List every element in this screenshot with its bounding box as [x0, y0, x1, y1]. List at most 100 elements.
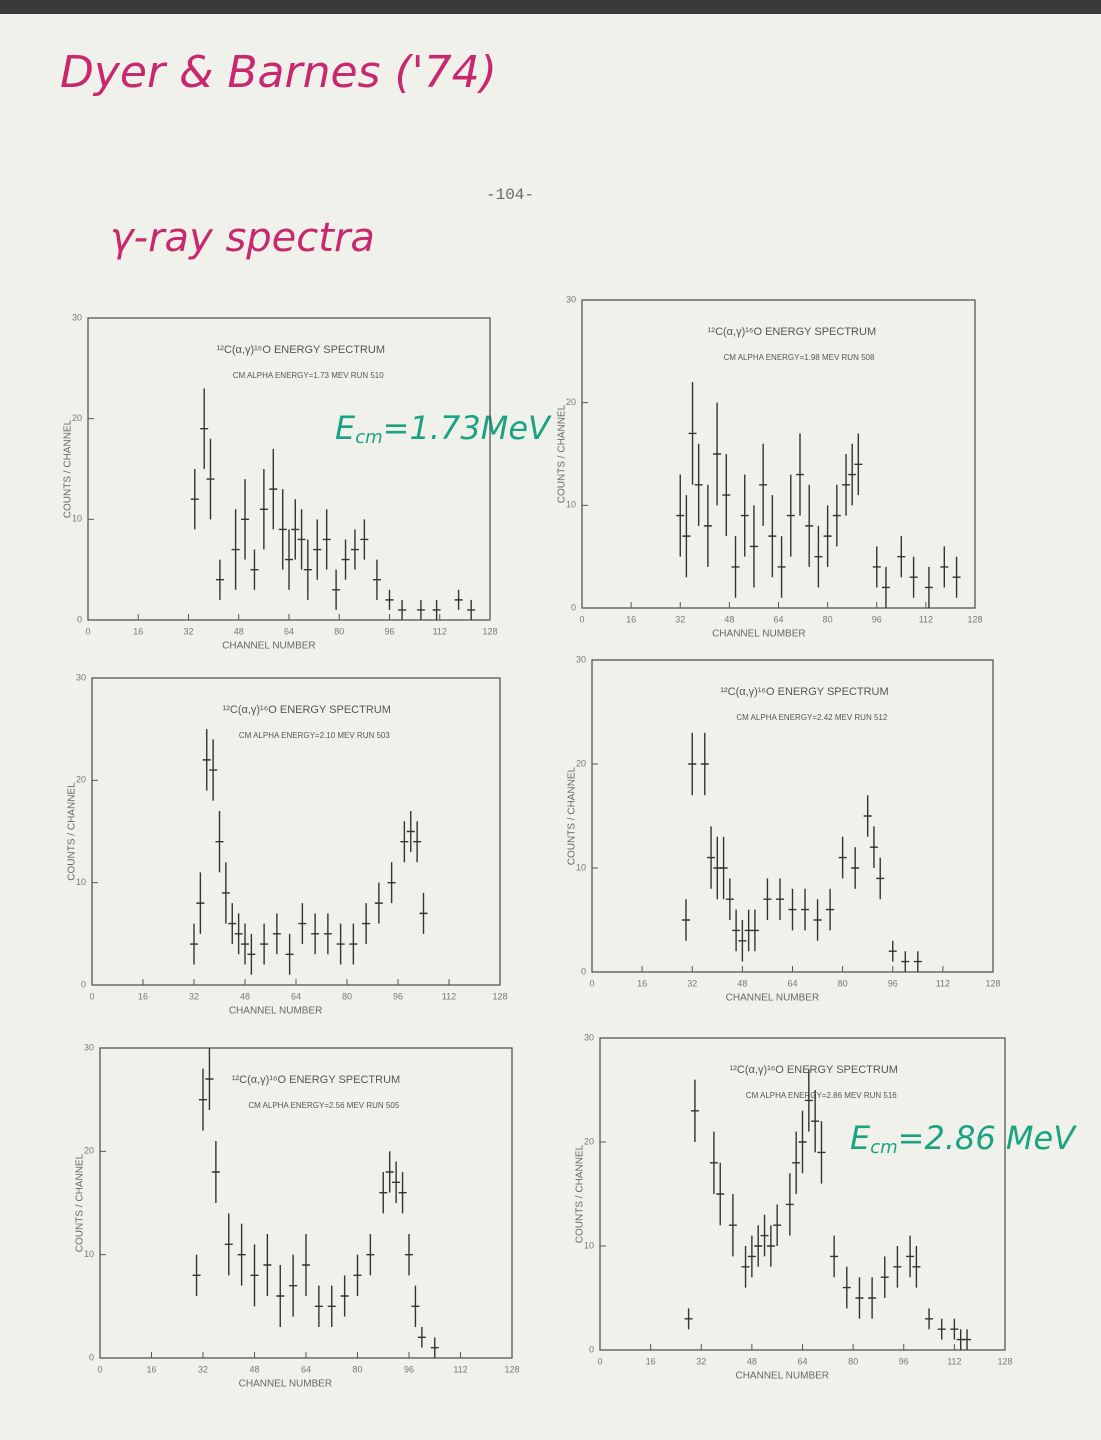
data-point: [688, 732, 697, 796]
subscript: cm: [355, 427, 382, 448]
x-tick-label: 32: [687, 978, 697, 988]
data-point: [786, 474, 795, 557]
data-point: [688, 382, 697, 485]
annotation-text: =2.86 MeV: [898, 1119, 1078, 1157]
data-point: [863, 795, 872, 837]
data-point: [732, 909, 741, 952]
y-tick-label: 20: [84, 1146, 94, 1156]
data-point: [881, 566, 890, 608]
data-point: [747, 1235, 756, 1278]
data-point: [237, 1223, 246, 1286]
panel-title: ¹²C(α,γ)¹⁶O ENERGY SPECTRUM: [730, 1064, 898, 1076]
y-tick-label: 10: [576, 862, 586, 872]
data-point: [336, 923, 345, 965]
data-point: [798, 1110, 807, 1174]
data-point: [823, 505, 832, 567]
y-axis-label: COUNTS / CHANNEL: [63, 419, 74, 518]
data-point: [311, 913, 320, 955]
panel-subtitle: CM ALPHA ENERGY=1.98 MEV RUN 508: [723, 353, 875, 362]
x-tick-label: 96: [404, 1364, 414, 1374]
data-point: [323, 913, 332, 955]
data-point: [703, 484, 712, 567]
x-tick-label: 32: [696, 1356, 706, 1366]
data-point: [912, 1246, 921, 1288]
heading: Dyer & Barnes ('74): [60, 47, 497, 98]
x-tick-label: 16: [637, 978, 647, 988]
data-point: [221, 862, 230, 924]
data-point: [241, 479, 250, 560]
data-point: [913, 951, 922, 972]
y-tick-label: 30: [566, 294, 576, 304]
x-tick-label: 16: [626, 614, 636, 624]
y-tick-label: 30: [76, 672, 86, 682]
data-point: [250, 549, 259, 590]
data-point: [269, 448, 278, 530]
data-point: [869, 826, 878, 868]
data-point: [211, 1141, 220, 1203]
data-point: [775, 878, 784, 920]
data-point: [722, 454, 731, 537]
data-point: [754, 1225, 763, 1267]
data-point: [676, 474, 685, 557]
data-point: [353, 1254, 362, 1296]
y-tick-label: 20: [72, 413, 82, 423]
x-tick-label: 48: [724, 614, 734, 624]
data-point: [196, 872, 205, 934]
data-point: [366, 1234, 375, 1276]
y-tick-label: 20: [584, 1136, 594, 1146]
data-point: [893, 1246, 902, 1288]
symbol: E: [850, 1119, 871, 1157]
spectrum-panel: 0 16 32 48 64 80 96 112 128 0 10 20 30 ¹²C(α,γ)¹⁶O EN…: [575, 1032, 1013, 1381]
y-axis-label: COUNTS / CHANNEL: [67, 782, 78, 881]
x-tick-label: 112: [433, 626, 447, 636]
data-point: [901, 951, 910, 972]
x-axis-label: CHANNEL NUMBER: [712, 629, 806, 640]
data-point: [385, 589, 394, 610]
spectrum-panel: 0 16 32 48 64 80 96 112 128 0 10 20 30 ¹²C(α,γ)¹⁶O EN…: [75, 1042, 520, 1389]
data-point: [681, 899, 690, 941]
y-tick-label: 0: [589, 1344, 594, 1354]
panel-subtitle: CM ALPHA ENERGY=2.10 MEV RUN 503: [239, 731, 391, 740]
x-tick-label: 128: [504, 1364, 519, 1374]
x-tick-label: 0: [89, 991, 94, 1001]
data-point: [777, 536, 786, 598]
y-axis-label: COUNTS / CHANNEL: [567, 766, 578, 865]
symbol: E: [335, 409, 356, 447]
data-point: [804, 1069, 813, 1132]
data-point: [192, 1254, 201, 1296]
x-tick-label: 0: [85, 626, 90, 636]
data-point: [792, 1131, 801, 1194]
x-tick-label: 0: [589, 978, 594, 988]
data-point: [940, 546, 949, 588]
x-tick-label: 64: [284, 626, 294, 636]
x-tick-label: 112: [453, 1364, 467, 1374]
plot-frame: [599, 1037, 1006, 1351]
x-tick-label: 96: [899, 1356, 909, 1366]
data-point: [241, 923, 249, 965]
data-point: [360, 519, 369, 560]
y-tick-label: 10: [76, 877, 86, 887]
data-point: [854, 433, 863, 496]
x-tick-label: 32: [675, 614, 685, 624]
data-point: [749, 505, 758, 588]
x-tick-label: 80: [838, 978, 848, 988]
data-point: [374, 882, 383, 924]
data-point: [909, 556, 918, 598]
data-point: [405, 1234, 413, 1276]
data-point: [467, 599, 476, 620]
x-tick-label: 16: [646, 1356, 656, 1366]
data-point: [738, 920, 747, 962]
data-point: [202, 729, 211, 791]
panel-title: ¹²C(α,γ)¹⁶O ENERGY SPECTRUM: [708, 326, 876, 338]
x-axis-label: CHANNEL NUMBER: [229, 1006, 323, 1017]
subheading: γ-ray spectra: [110, 215, 375, 261]
data-point: [690, 1079, 699, 1142]
y-tick-label: 0: [571, 602, 576, 612]
data-point: [832, 484, 841, 547]
data-point: [906, 1235, 915, 1278]
panel-subtitle: CM ALPHA ENERGY=2.56 MEV RUN 505: [248, 1101, 400, 1110]
x-tick-label: 16: [138, 991, 148, 1001]
data-point: [224, 1213, 233, 1276]
x-tick-label: 128: [482, 626, 497, 636]
data-point: [432, 599, 441, 620]
